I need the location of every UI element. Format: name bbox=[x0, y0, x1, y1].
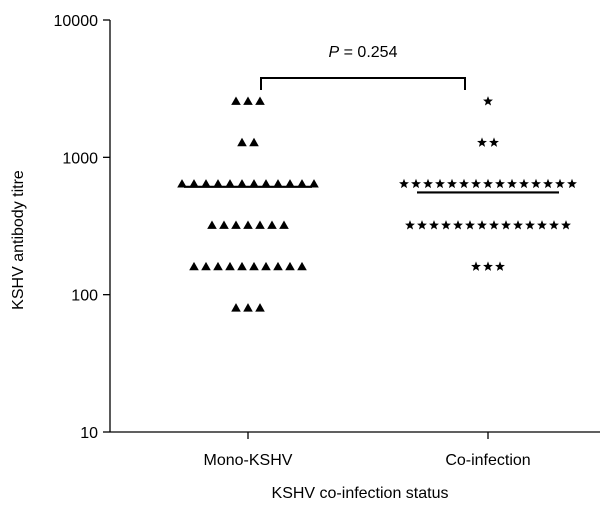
star-point bbox=[435, 178, 445, 189]
star-point bbox=[465, 220, 475, 230]
p-value-text: = 0.254 bbox=[339, 44, 397, 61]
star-point bbox=[501, 220, 511, 230]
triangle-point bbox=[225, 179, 235, 188]
star-point bbox=[495, 178, 505, 189]
star-point bbox=[489, 220, 499, 230]
star-point bbox=[483, 261, 493, 271]
star-point bbox=[405, 220, 415, 230]
star-point bbox=[519, 178, 529, 189]
triangle-point bbox=[243, 303, 253, 312]
triangle-point bbox=[285, 261, 295, 271]
p-symbol: P bbox=[329, 44, 340, 61]
star-point bbox=[447, 178, 457, 189]
star-point bbox=[477, 137, 487, 147]
x-tick-label: Mono-KSHV bbox=[204, 452, 293, 469]
triangle-point bbox=[225, 261, 235, 271]
star-point bbox=[531, 178, 541, 189]
triangle-point bbox=[297, 261, 307, 271]
triangle-point bbox=[249, 137, 259, 147]
triangle-point bbox=[219, 220, 229, 229]
data-points bbox=[177, 96, 577, 312]
triangle-point bbox=[273, 179, 283, 188]
star-point bbox=[453, 220, 463, 230]
triangle-point bbox=[177, 179, 187, 188]
triangle-point bbox=[231, 303, 241, 312]
triangle-point bbox=[231, 96, 241, 105]
star-point bbox=[429, 220, 439, 230]
star-point bbox=[495, 261, 505, 271]
triangle-point bbox=[237, 179, 247, 188]
x-tick-label: Co-infection bbox=[445, 452, 530, 469]
star-point bbox=[471, 178, 481, 189]
star-point bbox=[417, 220, 427, 230]
y-tick-label: 1000 bbox=[62, 150, 98, 167]
triangle-point bbox=[267, 220, 277, 229]
triangle-point bbox=[273, 261, 283, 271]
triangle-point bbox=[309, 179, 319, 188]
star-point bbox=[471, 261, 481, 271]
triangle-point bbox=[261, 261, 271, 271]
star-point bbox=[489, 137, 499, 147]
star-point bbox=[441, 220, 451, 230]
triangle-point bbox=[201, 179, 211, 188]
triangle-point bbox=[237, 137, 247, 147]
triangle-point bbox=[279, 220, 289, 229]
star-point bbox=[555, 178, 565, 189]
star-point bbox=[477, 220, 487, 230]
triangle-point bbox=[261, 179, 271, 188]
p-value-label: P = 0.254 bbox=[329, 44, 398, 61]
triangle-point bbox=[297, 179, 307, 188]
triangle-point bbox=[189, 179, 199, 188]
triangle-point bbox=[243, 220, 253, 229]
triangle-point bbox=[207, 220, 217, 229]
y-tick-label: 100 bbox=[71, 288, 98, 305]
star-point bbox=[411, 178, 421, 189]
triangle-point bbox=[243, 96, 253, 105]
significance-bracket bbox=[260, 77, 466, 90]
triangle-point bbox=[237, 261, 247, 271]
y-axis-title: KSHV antibody titre bbox=[10, 170, 27, 310]
triangle-point bbox=[213, 179, 223, 188]
median-lines bbox=[184, 185, 559, 194]
star-point bbox=[483, 96, 493, 106]
triangle-point bbox=[213, 261, 223, 271]
triangle-point bbox=[255, 303, 265, 312]
star-point bbox=[507, 178, 517, 189]
star-point bbox=[543, 178, 553, 189]
y-ticks: 10 100 1000 10000 bbox=[54, 13, 110, 442]
triangle-point bbox=[201, 261, 211, 271]
star-point bbox=[561, 220, 571, 230]
star-point bbox=[513, 220, 523, 230]
triangle-point bbox=[255, 96, 265, 105]
y-tick-label: 10000 bbox=[54, 13, 99, 30]
y-tick-label: 10 bbox=[80, 425, 98, 442]
triangle-point bbox=[249, 261, 259, 271]
triangle-point bbox=[231, 220, 241, 229]
triangle-point bbox=[249, 179, 259, 188]
triangle-point bbox=[189, 261, 199, 271]
significance-annotation: P = 0.254 bbox=[260, 44, 466, 90]
star-point bbox=[525, 220, 535, 230]
star-point bbox=[567, 178, 577, 189]
star-point bbox=[459, 178, 469, 189]
star-point bbox=[423, 178, 433, 189]
triangle-point bbox=[255, 220, 265, 229]
triangle-point bbox=[285, 179, 295, 188]
star-point bbox=[483, 178, 493, 189]
star-point bbox=[549, 220, 559, 230]
x-ticks: Mono-KSHV Co-infection bbox=[204, 432, 531, 469]
x-axis-title: KSHV co-infection status bbox=[272, 485, 449, 502]
star-point bbox=[399, 178, 409, 189]
star-point bbox=[537, 220, 547, 230]
